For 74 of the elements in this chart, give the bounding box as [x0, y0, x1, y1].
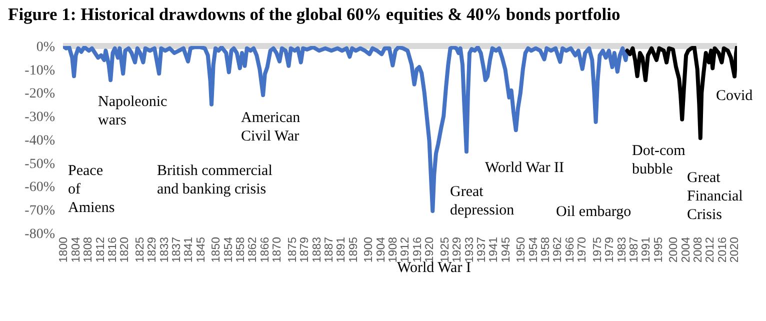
x-tick-label: 1825 [134, 237, 146, 263]
x-tick-label: 1816 [106, 237, 119, 263]
annotation: Great depression [450, 184, 515, 218]
annotation: Dot-com bubble [632, 143, 686, 178]
x-tick-label: 1970 [576, 237, 589, 263]
y-tick-label: -30% [24, 110, 56, 126]
x-tick-label: 1887 [323, 237, 336, 263]
x-tick-label: 1929 [452, 237, 464, 263]
y-tick-label: 0% [36, 40, 56, 55]
x-tick-label: 1841 [183, 237, 196, 263]
x-tick-label: 2000 [668, 237, 680, 263]
annotation: Napoleonic wars [98, 94, 168, 128]
x-tick-label: 1983 [616, 237, 628, 263]
x-tick-label: 1908 [388, 237, 400, 263]
x-tick-label: 1862 [247, 237, 260, 263]
x-tick-label: 1883 [311, 237, 324, 263]
annotation: Oil embargo [556, 204, 632, 220]
x-tick-label: 1941 [488, 237, 500, 263]
x-tick-label: 1991 [640, 237, 653, 263]
x-tick-label: 1975 [592, 237, 604, 263]
x-tick-label: 1870 [272, 237, 284, 263]
y-tick-label: -80% [24, 226, 56, 242]
x-tick-label: 1933 [464, 237, 476, 263]
annotation: Covid [716, 88, 754, 104]
x-tick-label: 1945 [500, 237, 512, 263]
x-tick-label: 1804 [70, 236, 82, 263]
x-tick-label: 1925 [439, 237, 452, 263]
x-tick-label: 1875 [286, 237, 299, 263]
x-tick-label: 1979 [604, 237, 616, 263]
x-tick-label: 1850 [210, 237, 223, 263]
x-tick-label: 1954 [528, 236, 540, 263]
x-tick-label: 1900 [363, 237, 376, 263]
x-tick-label: 1937 [476, 237, 488, 263]
y-tick-label: -10% [24, 63, 56, 78]
x-tick-label: 1845 [195, 237, 208, 263]
x-tick-label: 1833 [158, 237, 171, 263]
x-tick-label: 2016 [716, 237, 729, 263]
annotation: American Civil War [241, 110, 301, 144]
x-tick-label: 1950 [516, 237, 528, 263]
x-tick-label: 1962 [552, 237, 564, 263]
y-tick-label: -50% [24, 156, 56, 172]
x-tick-label: 1829 [146, 237, 159, 263]
x-tick-label: 1812 [94, 237, 107, 263]
x-tick-label: 2012 [704, 237, 717, 263]
x-tick-label: 2004 [680, 236, 692, 263]
x-tick-label: 1866 [259, 237, 272, 263]
x-tick-label: 1912 [400, 237, 412, 263]
x-tick-label: 1854 [222, 236, 235, 263]
x-tick-label: 1958 [540, 237, 552, 263]
x-tick-label: 1895 [348, 237, 360, 263]
x-tick-label: 2020 [729, 237, 742, 263]
x-tick-label: 1820 [119, 237, 132, 263]
annotation: World War II [485, 160, 564, 176]
annotation: British commercial and banking crisis [157, 163, 272, 198]
x-tick-label: 2008 [692, 237, 705, 263]
x-tick-label: 1916 [412, 237, 424, 263]
y-tick-label: -20% [24, 86, 56, 102]
x-tick-label: 1800 [58, 237, 70, 263]
chart-title: Figure 1: Historical drawdowns of the global 60% equities & 40% bonds portfolio [8, 4, 620, 25]
x-tick-label: 1879 [299, 237, 312, 263]
x-tick-label: 1920 [424, 237, 436, 263]
annotation: Great Financial Crisis [687, 170, 743, 223]
y-tick-label: -40% [24, 133, 56, 148]
x-tick-label: 1837 [171, 237, 184, 263]
annotation: Peace of Amiens [68, 163, 115, 216]
x-tick-label: 1987 [628, 237, 640, 263]
x-tick-label: 1995 [652, 237, 665, 263]
y-tick-label: -70% [24, 204, 56, 219]
y-tick-label: -60% [24, 180, 56, 196]
x-tick-label: 1904 [375, 236, 388, 263]
x-tick-label: 1891 [336, 237, 348, 263]
x-tick-label: 1966 [564, 237, 576, 263]
x-tick-label: 1808 [82, 237, 95, 263]
x-tick-label: 1858 [235, 237, 248, 263]
